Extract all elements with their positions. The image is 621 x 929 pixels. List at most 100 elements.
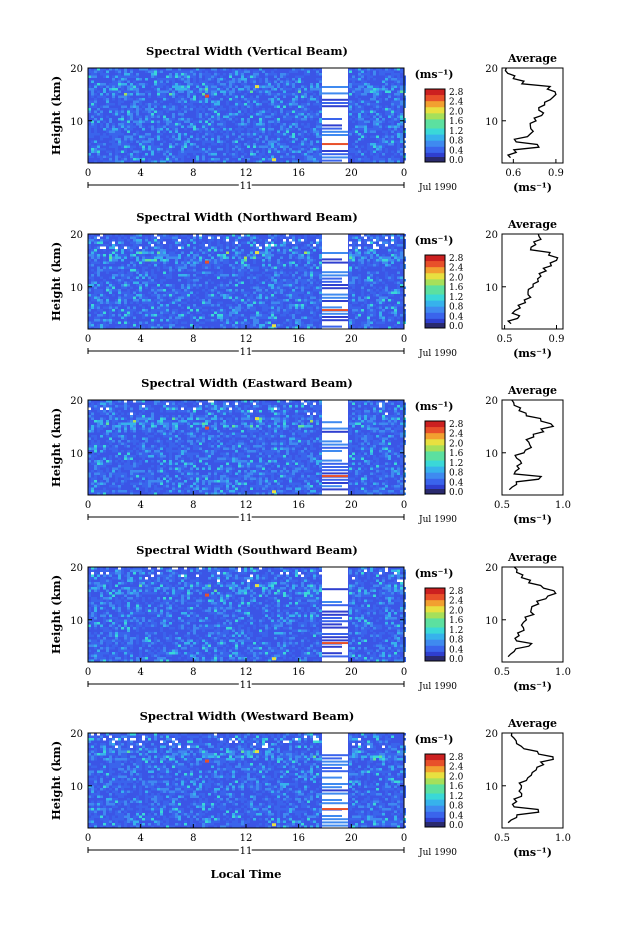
x-tick-label: 4 [137,667,143,678]
colorbar-cell [425,805,445,810]
colorbar-cell [425,445,445,449]
colorbar-tick-label: 2.4 [449,98,464,108]
average-frame [501,732,564,829]
avg-x-tick-label: 0.5 [494,500,510,511]
average-frame [501,67,564,164]
average-frame [501,233,564,330]
colorbar-tick-label: 0.4 [449,478,464,488]
colorbar-cell [425,113,445,117]
colorbar-cell [425,116,445,120]
average-profile-line [506,233,559,325]
colorbar-cell [425,633,445,638]
colorbar-cell [425,276,445,280]
colorbar-tick-label: 0.0 [449,488,464,498]
colorbar-cell [425,300,445,305]
colorbar-tick-label: 2.4 [449,597,464,607]
x-tick-label: 4 [137,833,143,844]
colorbar-cell [425,481,445,486]
colorbar-tick-label: 0.8 [449,137,464,147]
panel-title: Spectral Width (Vertical Beam) [146,44,348,58]
x-tick-label: 16 [292,334,305,345]
panel-1: Spectral Width (Northward Beam) 20 10 Heigh… [49,210,564,360]
colorbar-cell [425,588,445,592]
x-tick-label: 16 [292,667,305,678]
colorbar-cell [425,294,445,299]
colorbar-cell [425,152,445,157]
hot-spot [255,584,259,588]
colorbar-tick-label: 2.0 [449,273,464,283]
hot-spot [255,750,259,754]
x-tick-label: 12 [240,667,253,678]
colorbar-cell [425,639,445,644]
hot-spot [272,158,276,162]
colorbar-cell [425,104,445,108]
avg-y-tick-label: 10 [485,616,498,627]
x-tick-label: 12 [240,833,253,844]
x-tick-label: 0 [401,334,407,345]
colorbar-unit: (ms⁻¹) [415,733,454,746]
avg-x-tick-label: 0.9 [549,334,565,345]
x-tick-label: 0 [85,667,91,678]
x-tick-label: 0 [401,168,407,179]
y-tick-label: 20 [70,396,83,407]
x-tick-label: 8 [190,500,196,511]
colorbar-cell [425,627,445,632]
colorbar-tick-label: 2.0 [449,439,464,449]
colorbar-cell [425,137,445,142]
average-profile-line [507,732,554,824]
x-tick-label: 12 [240,334,253,345]
colorbar-cell [425,433,445,437]
colorbar-tick-label: 1.2 [449,127,463,137]
hot-spot [272,657,276,661]
avg-y-tick-label: 20 [485,230,498,241]
y-axis-label: Height (km) [49,242,63,321]
heatmap-cells [88,234,406,329]
hot-spot [205,426,209,430]
colorbar-cell [425,814,445,819]
colorbar-cell [425,817,445,822]
colorbar-cell [425,778,445,782]
x-tick-label: 4 [137,500,143,511]
colorbar-cell [425,645,445,650]
colorbar-cell [425,472,445,477]
colorbar-cell [425,466,445,471]
colorbar-cell [425,630,445,635]
panel-title: Spectral Width (Westward Beam) [140,709,355,723]
colorbar-tick-label: 2.8 [449,88,464,98]
avg-y-tick-label: 20 [485,563,498,574]
stripe-bands [322,252,348,328]
colorbar-cell [425,131,445,136]
colorbar-unit: (ms⁻¹) [415,68,454,81]
y-tick-label: 10 [70,283,83,294]
colorbar-unit: (ms⁻¹) [415,234,454,247]
y-tick-label: 10 [70,616,83,627]
panel-title: Spectral Width (Eastward Beam) [141,376,353,390]
colorbar-cell [425,594,445,598]
hot-spot [272,324,276,328]
x-tick-label: 20 [345,667,358,678]
colorbar-cell [425,255,445,259]
colorbar-cell [425,285,445,289]
stripe-red-band [322,143,348,146]
colorbar-cell [425,763,445,767]
colorbar-tick-label: 0.8 [449,802,464,812]
colorbar-cell [425,475,445,480]
heatmap-cells [88,567,406,662]
y-tick-label: 10 [70,782,83,793]
average-title: Average [507,551,557,564]
colorbar-tick-label: 2.0 [449,107,464,117]
y-axis-label: Height (km) [49,741,63,820]
colorbar-cell [425,451,445,455]
x-tick-label: 0 [401,667,407,678]
y-tick-label: 20 [70,64,83,75]
average-xlabel: (ms⁻¹) [513,347,552,360]
colorbar-tick-label: 0.8 [449,469,464,479]
colorbar-tick-label: 2.8 [449,420,464,430]
colorbar-floor [425,323,445,328]
colorbar-floor [425,822,445,827]
x-tick-label: 16 [292,833,305,844]
colorbar-cell [425,107,445,111]
colorbar-tick-label: 2.0 [449,606,464,616]
y-axis-label: Height (km) [49,575,63,654]
